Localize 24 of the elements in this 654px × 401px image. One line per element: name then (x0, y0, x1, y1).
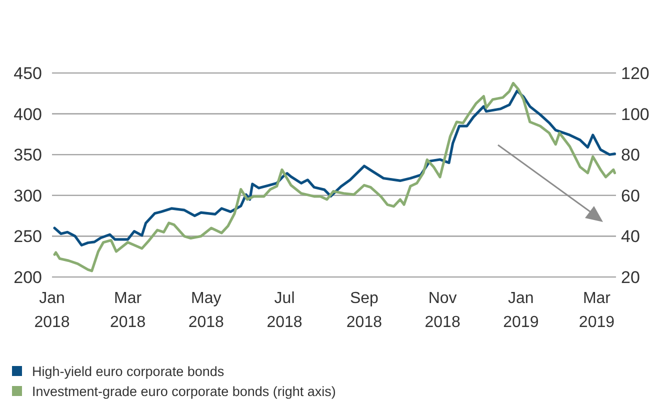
legend-label: Investment-grade euro corporate bonds (right axis) (32, 384, 336, 399)
y-tick-label: 300 (14, 186, 42, 206)
x-tick-label: May 2018 (188, 290, 224, 331)
y-tick-label: 450 (14, 64, 42, 83)
x-tick-label: Mar 2019 (578, 290, 615, 331)
y-tick-label: 350 (14, 146, 42, 165)
x-tick-label: Jul 2018 (266, 290, 302, 331)
y2-tick-label: 40 (621, 227, 640, 246)
y-tick-label: 250 (14, 227, 42, 246)
x-tick-label: Jan 2019 (503, 290, 539, 331)
y2-tick-label: 60 (621, 186, 640, 206)
y2-tick-label: 120 (621, 64, 650, 83)
x-tick-label: Jan 2018 (34, 290, 70, 331)
y2-tick-label: 20 (621, 268, 640, 287)
legend-label: High-yield euro corporate bonds (32, 364, 224, 379)
line-series (53, 90, 616, 246)
x-tick-label: Sep 2018 (346, 290, 382, 331)
line-series (53, 82, 616, 272)
y-tick-label: 400 (14, 104, 42, 124)
x-tick-label: Mar 2018 (110, 290, 146, 331)
y2-tick-label: 100 (621, 104, 650, 124)
y2-tick-label: 80 (621, 146, 640, 165)
x-tick-label: Nov 2018 (424, 290, 460, 331)
y-tick-label: 200 (14, 268, 42, 287)
